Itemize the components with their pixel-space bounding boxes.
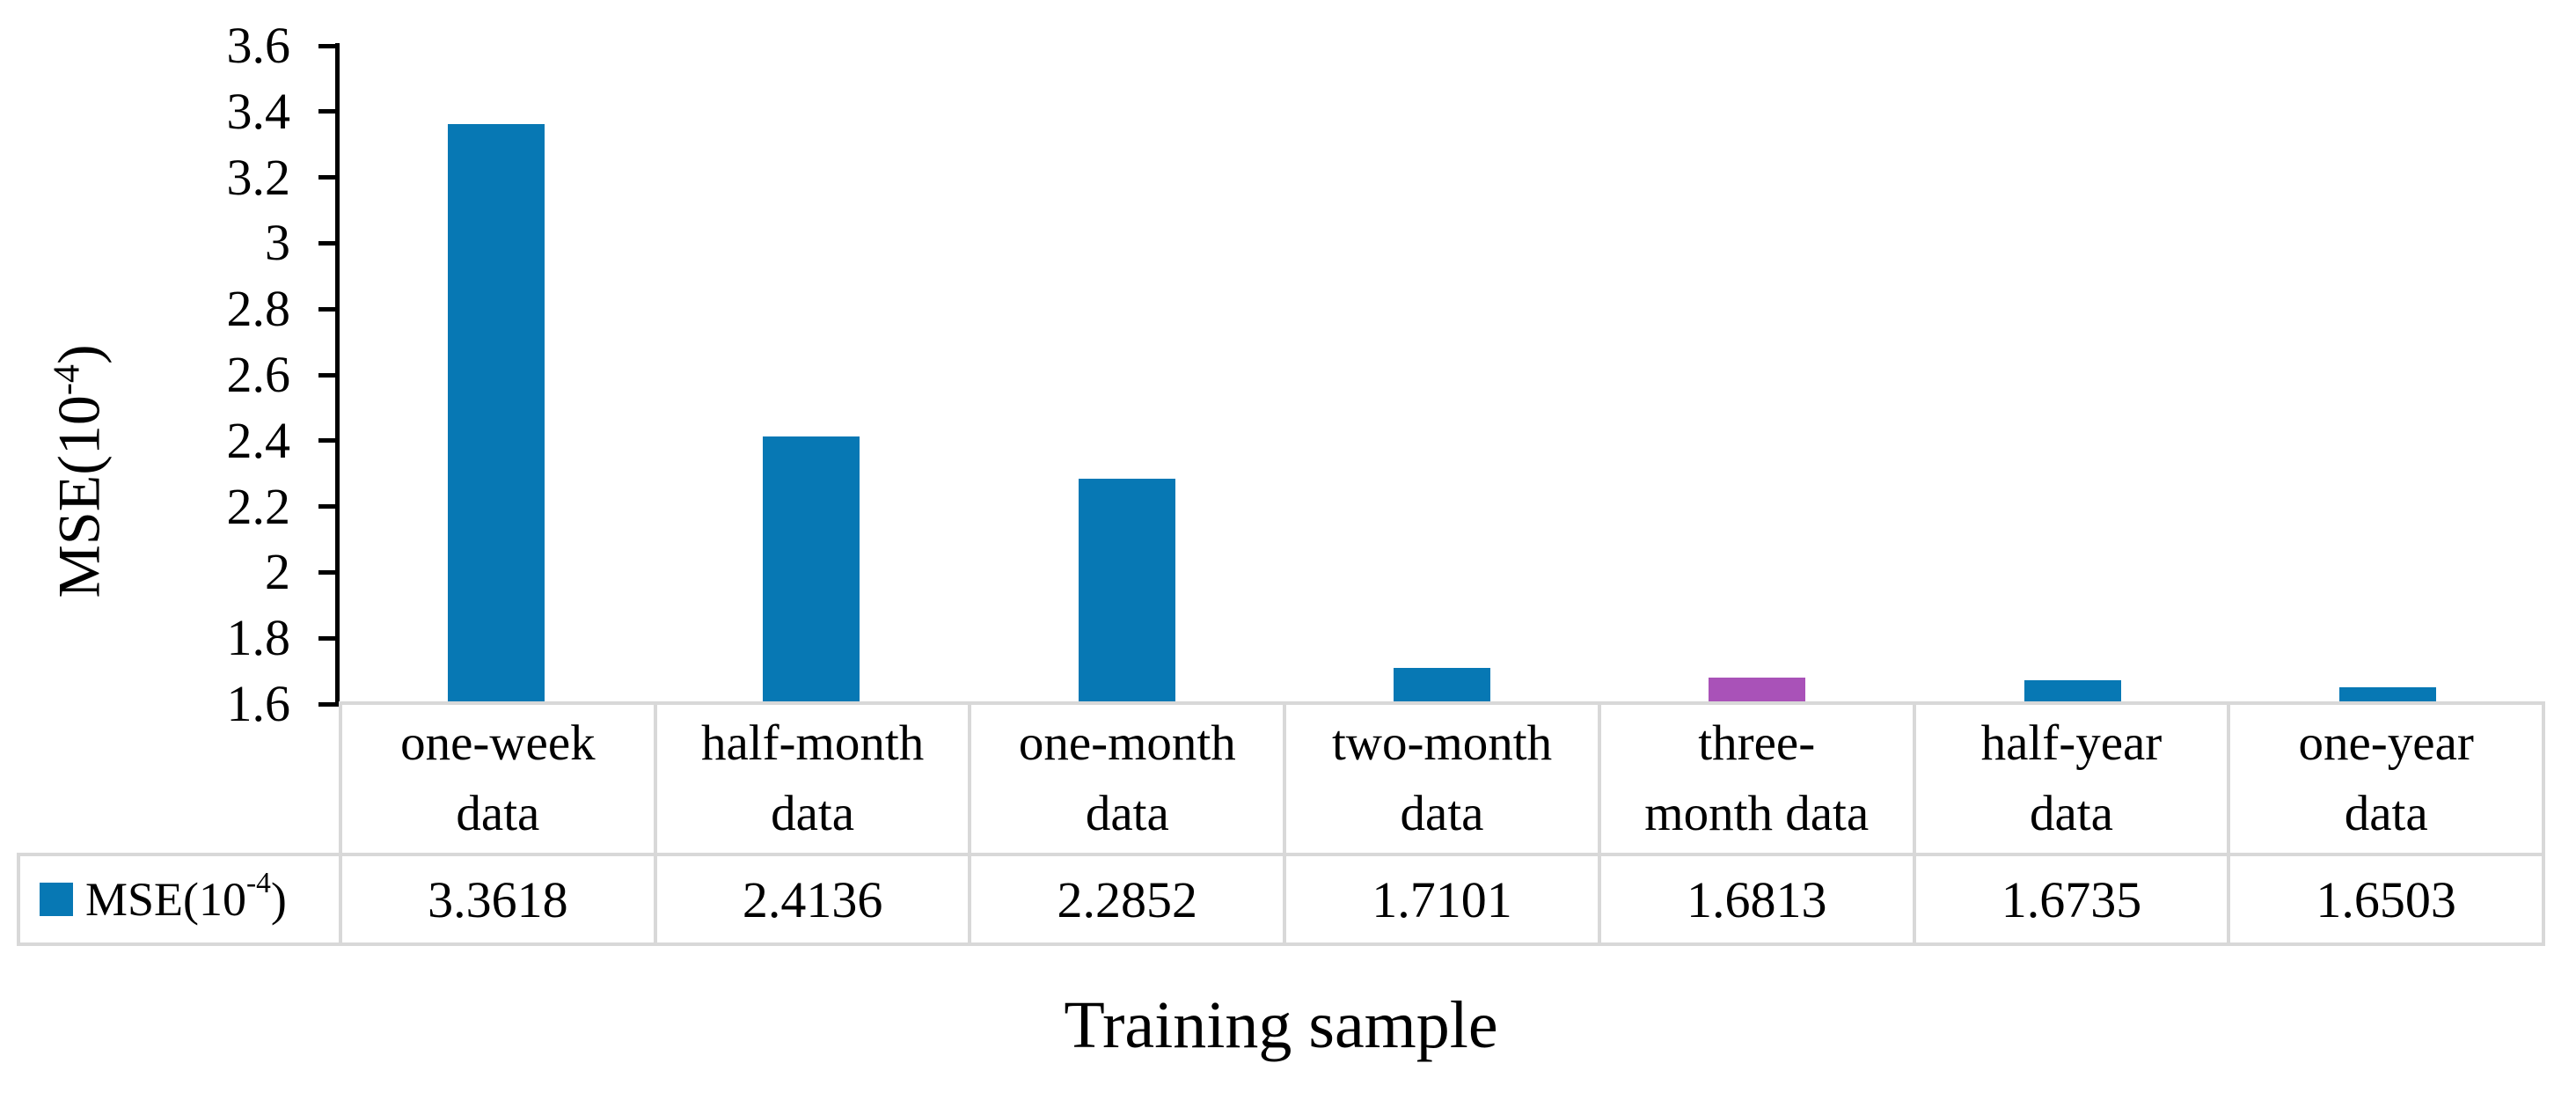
data-value-cell: 2.2852: [968, 856, 1283, 942]
x-category-line: one-year: [2298, 715, 2474, 771]
bar-three-month-data: [1709, 677, 1806, 704]
x-category-line: half-month: [700, 715, 925, 771]
data-value-cell: 3.3618: [339, 856, 654, 942]
legend-color-swatch: [40, 883, 73, 916]
x-category-line: data: [771, 786, 855, 841]
x-category-line: data: [1400, 786, 1484, 841]
legend-label-suffix: ): [270, 873, 287, 926]
y-tick-mark: [318, 701, 340, 707]
y-tick-mark: [318, 569, 340, 575]
y-tick-label: 2.4: [226, 411, 291, 469]
x-category-line: three-: [1698, 715, 1816, 771]
x-category-cell: three-month data: [1597, 705, 1913, 853]
y-tick-label: 3.2: [226, 148, 291, 206]
bar-two-month-data: [1394, 667, 1490, 704]
y-tick-label: 2.6: [226, 346, 291, 403]
legend-label-prefix: MSE(10: [85, 873, 247, 926]
bar-half-year-data: [2023, 679, 2121, 704]
y-tick-label: 1.6: [226, 675, 291, 732]
x-category-line: two-month: [1331, 715, 1553, 771]
y-tick-label: 3.4: [226, 82, 291, 140]
x-category-line: one-month: [1018, 715, 1236, 771]
x-category-line: data: [2344, 786, 2428, 841]
y-tick-mark: [318, 372, 340, 378]
x-category-line: data: [2029, 786, 2113, 841]
data-value-cell: 1.6735: [1912, 856, 2228, 942]
x-category-cell: one-week data: [342, 705, 654, 853]
y-tick-mark: [318, 504, 340, 510]
bar-one-year-data: [2338, 687, 2436, 704]
x-category-cell: one-year data: [2227, 705, 2542, 853]
x-category-line: data: [1085, 786, 1169, 841]
data-value-cell: 1.6503: [2227, 856, 2542, 942]
bar-one-week-data: [448, 124, 545, 704]
x-category-line: month data: [1644, 786, 1870, 841]
y-tick-label: 3: [265, 214, 290, 272]
y-tick-mark: [318, 43, 340, 48]
x-axis-title: Training sample: [1064, 988, 1498, 1062]
x-category-line: half-year: [1980, 715, 2163, 771]
x-axis-category-table: one-week data half-month data one-month data t…: [339, 701, 2545, 856]
y-tick-mark: [318, 175, 340, 180]
data-value-cell: 2.4136: [653, 856, 969, 942]
legend-label-exponent: -4: [246, 866, 271, 899]
y-tick-label: 3.6: [226, 17, 291, 74]
y-tick-mark: [318, 306, 340, 312]
legend-item: MSE(10 -4 ): [20, 856, 339, 942]
y-tick-mark: [318, 109, 340, 114]
data-value-cell: 1.7101: [1283, 856, 1598, 942]
y-tick-label: 1.8: [226, 609, 291, 667]
plot-area: [339, 0, 2545, 704]
data-value-cell: 1.6813: [1597, 856, 1913, 942]
x-category-cell: one-month data: [968, 705, 1283, 853]
x-category-cell: two-month data: [1283, 705, 1598, 853]
y-tick-mark: [318, 240, 340, 246]
y-tick-label: 2.2: [226, 477, 291, 535]
x-category-line: one-week: [400, 715, 596, 771]
data-table-row: MSE(10 -4 ) 3.3618 2.4136 2.2852 1.7101 1.681…: [17, 853, 2545, 946]
bar-half-month-data: [763, 436, 860, 704]
y-tick-mark: [318, 635, 340, 641]
y-tick-label: 2.8: [226, 280, 291, 338]
x-category-cell: half-month data: [653, 705, 969, 853]
y-tick-mark: [318, 438, 340, 444]
x-category-line: data: [456, 786, 540, 841]
y-tick-label: 2: [265, 543, 290, 601]
bar-one-month-data: [1078, 478, 1175, 704]
x-category-cell: half-year data: [1912, 705, 2228, 853]
